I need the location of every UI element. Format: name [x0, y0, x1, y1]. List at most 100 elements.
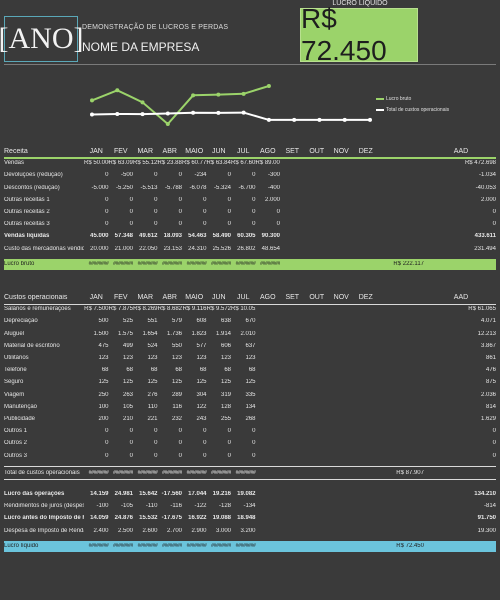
- revenue-row-cell-mar[interactable]: R$ 55.125: [133, 160, 158, 167]
- opex-total-row-cell-abr[interactable]: ########: [162, 469, 182, 476]
- opex-header-cell-nov[interactable]: NOV: [333, 293, 349, 301]
- revenue-row-cell-abr[interactable]: 0: [178, 209, 182, 216]
- result-row-cell-fev[interactable]: 24.981: [114, 491, 133, 498]
- opex-row-cell-jul[interactable]: 670: [245, 318, 256, 325]
- result-row-cell-jun[interactable]: 19.216: [212, 491, 231, 498]
- opex-row-aad[interactable]: 3.867: [480, 342, 496, 349]
- opex-row-cell-fev[interactable]: 123: [122, 355, 133, 362]
- result-row-cell-jul[interactable]: 18.948: [237, 515, 256, 522]
- result-row-cell-jan[interactable]: -100: [96, 503, 109, 510]
- gross-profit-row-cell-maio[interactable]: ########: [186, 261, 207, 268]
- opex-total-row-cell-jan[interactable]: ########: [88, 469, 109, 476]
- opex-row-cell-jan[interactable]: 0: [105, 428, 109, 435]
- revenue-row-cell-jun[interactable]: R$ 63.848: [206, 160, 232, 167]
- result-row-cell-jan[interactable]: 14.159: [90, 491, 109, 498]
- revenue-row-aad[interactable]: 231.494: [474, 245, 496, 252]
- revenue-row-cell-jun[interactable]: 58.490: [212, 233, 231, 240]
- opex-row-cell-jul[interactable]: 125: [245, 379, 256, 386]
- opex-row-cell-jun[interactable]: 255: [220, 415, 231, 422]
- opex-row-cell-jun[interactable]: 606: [220, 342, 231, 349]
- revenue-row-cell-mar[interactable]: 49.612: [139, 233, 158, 240]
- revenue-row-cell-mar[interactable]: 0: [154, 209, 158, 216]
- opex-row-cell-jun[interactable]: 128: [220, 403, 231, 410]
- revenue-row-cell-jan[interactable]: 0: [105, 196, 109, 203]
- revenue-row-cell-jul[interactable]: 0: [252, 209, 256, 216]
- revenue-row-aad[interactable]: -40.053: [475, 184, 496, 191]
- opex-row-cell-abr[interactable]: 1.736: [166, 330, 182, 337]
- opex-row-aad[interactable]: 1.629: [480, 415, 496, 422]
- opex-row-cell-fev[interactable]: 263: [122, 391, 133, 398]
- opex-row-cell-maio[interactable]: 123: [196, 355, 207, 362]
- revenue-row-cell-mar[interactable]: 0: [154, 196, 158, 203]
- opex-row-cell-jul[interactable]: 268: [245, 415, 256, 422]
- revenue-row-cell-mar[interactable]: 0: [154, 172, 158, 179]
- revenue-row-cell-jul[interactable]: 0: [252, 221, 256, 228]
- revenue-row-cell-jan[interactable]: R$ 50.000: [84, 160, 109, 167]
- opex-row-cell-mar[interactable]: 123: [147, 355, 158, 362]
- opex-row-cell-mar[interactable]: 110: [147, 403, 158, 410]
- opex-row-cell-fev[interactable]: 499: [122, 342, 133, 349]
- revenue-row-cell-jun[interactable]: 0: [227, 221, 231, 228]
- opex-header-cell-fev[interactable]: FEV: [113, 293, 128, 301]
- revenue-row-cell-jun[interactable]: 0: [227, 209, 231, 216]
- revenue-header-cell-mar[interactable]: MAR: [137, 147, 154, 155]
- revenue-row-cell-jan[interactable]: 20.000: [90, 245, 109, 252]
- opex-row-aad[interactable]: 0: [492, 452, 496, 459]
- opex-row-cell-jul[interactable]: 0: [252, 452, 256, 459]
- revenue-row-cell-ago[interactable]: R$ 89.000: [255, 160, 281, 167]
- gross-profit-row-aad[interactable]: R$ 222.117: [393, 261, 424, 268]
- opex-row-cell-jul[interactable]: 637: [245, 342, 256, 349]
- opex-header-cell-jan[interactable]: JAN: [89, 293, 103, 301]
- opex-row-cell-fev[interactable]: 125: [122, 379, 133, 386]
- opex-row-cell-mar[interactable]: 68: [150, 367, 158, 374]
- opex-row-aad[interactable]: 12.213: [477, 330, 496, 337]
- opex-row-cell-maio[interactable]: 122: [196, 403, 207, 410]
- revenue-row-cell-maio[interactable]: 0: [203, 221, 207, 228]
- revenue-row-cell-ago[interactable]: -300: [267, 172, 280, 179]
- opex-row-cell-maio[interactable]: 0: [203, 452, 207, 459]
- opex-row-cell-jan[interactable]: R$ 7.500: [84, 306, 109, 313]
- revenue-row-cell-mar[interactable]: -5.513: [140, 184, 158, 191]
- opex-row-cell-mar[interactable]: 221: [147, 415, 158, 422]
- revenue-row-cell-jun[interactable]: 0: [227, 196, 231, 203]
- opex-total-row-cell-mar[interactable]: ########: [137, 469, 158, 476]
- revenue-header-cell-ago[interactable]: AGO: [259, 147, 276, 155]
- revenue-row-cell-ago[interactable]: 0: [276, 209, 280, 216]
- opex-row-cell-jun[interactable]: R$ 9.572: [206, 306, 231, 313]
- revenue-header-cell-jan[interactable]: JAN: [89, 147, 103, 155]
- opex-total-row-cell-fev[interactable]: ########: [113, 469, 133, 476]
- result-row-cell-fev[interactable]: 2.500: [117, 527, 133, 534]
- opex-row-cell-mar[interactable]: R$ 8.269: [133, 306, 158, 313]
- revenue-row-aad[interactable]: R$ 472.698: [464, 160, 496, 167]
- revenue-row-cell-fev[interactable]: 21.000: [114, 245, 133, 252]
- revenue-row-cell-ago[interactable]: 2.000: [264, 196, 280, 203]
- opex-row-cell-fev[interactable]: 105: [122, 403, 133, 410]
- opex-row-cell-abr[interactable]: 68: [175, 367, 182, 374]
- opex-row-aad[interactable]: 476: [485, 367, 496, 374]
- result-row-cell-fev[interactable]: -105: [120, 503, 133, 510]
- result-row-aad[interactable]: -814: [483, 503, 496, 510]
- net-profit-row-cell-mar[interactable]: ########: [137, 543, 158, 550]
- gross-profit-row-cell-fev[interactable]: ########: [113, 261, 133, 268]
- revenue-row-cell-jan[interactable]: 0: [105, 209, 109, 216]
- revenue-row-cell-jan[interactable]: 0: [105, 172, 109, 179]
- revenue-row-cell-maio[interactable]: 0: [203, 196, 207, 203]
- opex-header-aad[interactable]: AAD: [453, 293, 469, 301]
- revenue-row-cell-maio[interactable]: R$ 60.775: [182, 160, 207, 167]
- opex-row-aad[interactable]: 0: [492, 428, 496, 435]
- opex-row-cell-abr[interactable]: R$ 8.682: [157, 306, 182, 313]
- revenue-row-cell-jul[interactable]: 0: [252, 196, 256, 203]
- result-row-cell-mar[interactable]: -110: [145, 503, 158, 510]
- opex-row-aad[interactable]: 4.071: [480, 318, 496, 325]
- revenue-row-cell-jan[interactable]: 45.000: [90, 233, 109, 240]
- opex-row-cell-jun[interactable]: 0: [227, 428, 231, 435]
- revenue-row-cell-jan[interactable]: 0: [105, 221, 109, 228]
- result-row-cell-maio[interactable]: -122: [194, 503, 207, 510]
- revenue-header-cell-set[interactable]: SET: [285, 147, 300, 155]
- result-row-cell-abr[interactable]: 2.700: [166, 527, 182, 534]
- opex-row-cell-fev[interactable]: 0: [129, 428, 133, 435]
- revenue-row-cell-fev[interactable]: 57.348: [114, 233, 133, 240]
- revenue-row-cell-jan[interactable]: -5.000: [91, 184, 109, 191]
- opex-row-cell-abr[interactable]: 232: [171, 415, 182, 422]
- result-row-cell-maio[interactable]: 16.922: [188, 515, 207, 522]
